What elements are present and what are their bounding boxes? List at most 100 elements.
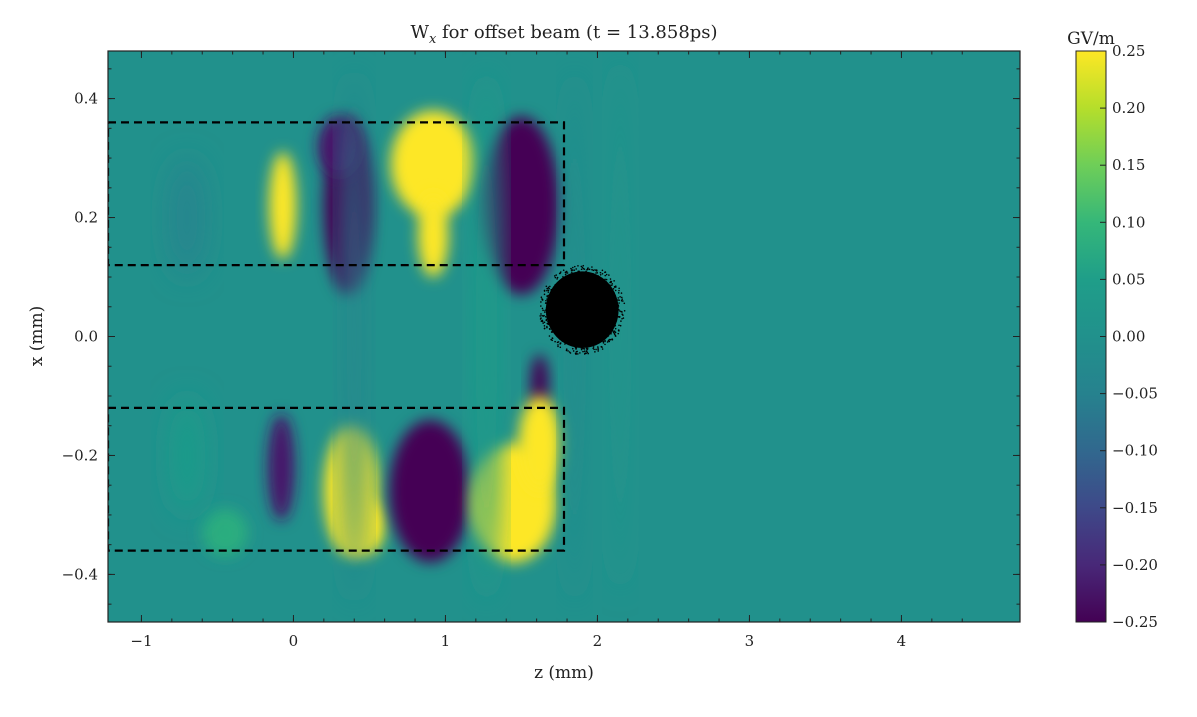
beam-particle: [552, 287, 555, 289]
beam-particle: [585, 343, 588, 345]
beam-particle: [620, 296, 623, 299]
beam-particle: [614, 324, 617, 327]
beam-particle: [546, 322, 549, 325]
beam-particle: [557, 334, 560, 337]
beam-particle: [566, 272, 569, 274]
beam-particle: [564, 271, 567, 274]
beam-particle: [582, 350, 584, 353]
field-region-14: [474, 68, 499, 605]
beam-particle: [618, 302, 620, 304]
beam-particle: [614, 312, 616, 315]
beam-particle: [603, 331, 606, 334]
beam-particle: [591, 268, 593, 271]
beam-particle: [589, 345, 591, 348]
x-tick-label: 1: [441, 632, 451, 650]
beam-particle: [620, 310, 622, 313]
beam-particle: [609, 329, 612, 332]
beam-particle: [589, 273, 591, 276]
beam-particle: [613, 299, 615, 301]
beam-particle: [548, 298, 550, 300]
beam-particle: [572, 277, 575, 280]
beam-particle: [613, 303, 616, 306]
colorbar-tick-label: −0.05: [1112, 385, 1158, 403]
beam-particle: [575, 347, 578, 349]
beam-particle: [570, 267, 572, 270]
beam-particle: [575, 351, 578, 353]
beam-particle: [587, 267, 589, 269]
beam-particle: [597, 350, 600, 352]
beam-particle: [543, 325, 546, 327]
beam-particle: [554, 324, 557, 327]
beam-particle: [540, 301, 542, 303]
beam-particle: [614, 289, 617, 292]
beam-particle: [557, 285, 560, 288]
beam-particle: [544, 309, 546, 312]
beam-particle: [578, 344, 581, 346]
beam-particle: [555, 328, 557, 330]
beam-particle: [549, 328, 551, 331]
beam-particle: [585, 350, 588, 353]
colorbar-ticks: 0.25 0.20 0.15 0.10 0.05 0.00 −0.05 −0.10 −0.15 −…: [1100, 42, 1158, 631]
field-region-0: [269, 152, 297, 260]
beam-particle: [601, 348, 604, 350]
beam-particle: [595, 276, 598, 279]
beam-particle: [546, 289, 548, 292]
beam-particle: [577, 265, 579, 267]
beam-particle: [545, 302, 547, 304]
beam-particle: [617, 292, 620, 294]
beam-particle: [611, 338, 613, 340]
beam-particle: [596, 272, 599, 274]
beam-particle: [554, 340, 556, 343]
field-region-4: [418, 193, 449, 278]
beam-particle: [565, 276, 568, 279]
beam-particle: [545, 299, 547, 302]
beam-particle: [617, 297, 620, 299]
beam-particle: [592, 346, 595, 348]
beam-particle: [612, 301, 615, 303]
field-region-7: [267, 413, 295, 521]
beam-particle: [561, 278, 563, 280]
beam-particle: [609, 289, 611, 292]
beam-particle: [593, 348, 595, 351]
beam-particle: [602, 333, 604, 335]
beam-particle: [616, 313, 618, 316]
beam-particle: [543, 321, 546, 324]
beam-particle: [563, 340, 566, 343]
beam-particle: [610, 280, 612, 283]
beam-particle: [580, 347, 583, 349]
beam-particle: [575, 341, 578, 344]
beam-particle: [563, 335, 566, 338]
beam-particle: [562, 275, 564, 278]
beam-particle: [621, 298, 623, 300]
beam-particle: [582, 264, 585, 267]
beam-particle: [597, 339, 600, 341]
beam-particle: [602, 338, 604, 340]
beam-particle: [616, 311, 618, 314]
beam-particle: [581, 347, 584, 350]
beam-particle: [557, 344, 559, 346]
beam-particle: [564, 343, 566, 345]
beam-particle: [604, 337, 607, 339]
y-tick-label: 0.0: [74, 328, 98, 346]
beam-particle: [547, 286, 550, 289]
beam-particle: [551, 317, 554, 319]
beam-particle: [605, 332, 608, 335]
beam-particle: [564, 280, 566, 283]
beam-particle: [578, 270, 580, 273]
y-tick-label: 0.2: [74, 209, 98, 227]
beam-particle: [587, 352, 589, 355]
guide-boxes: [108, 121, 566, 552]
beam-particle: [601, 272, 604, 275]
beam-particle: [609, 325, 612, 328]
beam-particle: [552, 297, 554, 300]
beam-particle: [567, 340, 569, 342]
beam-particle: [585, 270, 587, 273]
beam-particle: [548, 287, 550, 290]
colorbar-tick-label: 0.20: [1112, 99, 1145, 117]
beam-particle: [592, 269, 595, 272]
beam-particle: [600, 279, 603, 281]
beam-particle: [539, 315, 542, 317]
beam-particle: [575, 345, 578, 347]
beam-particle: [544, 315, 547, 318]
beam-particle: [607, 332, 610, 335]
